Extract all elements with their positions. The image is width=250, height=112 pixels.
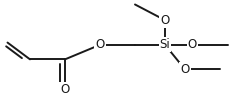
Text: O: O <box>188 38 197 51</box>
Text: Si: Si <box>160 38 170 51</box>
Text: O: O <box>160 14 170 27</box>
Text: O: O <box>180 63 190 76</box>
Text: O: O <box>96 38 104 51</box>
Text: O: O <box>60 83 70 96</box>
